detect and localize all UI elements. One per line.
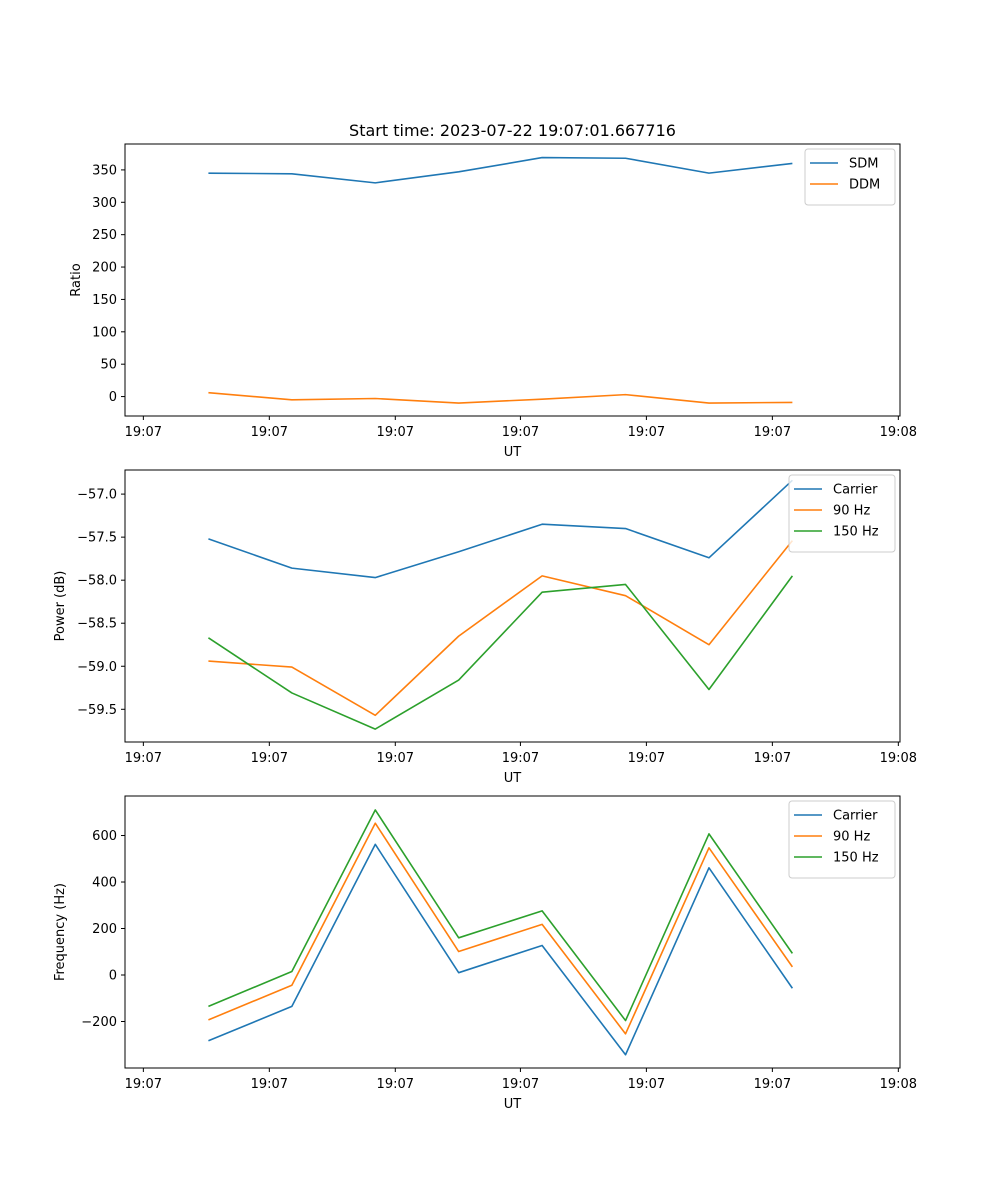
legend-entry-label: Carrier <box>833 809 878 824</box>
x-tick-label: 19:07 <box>628 751 665 766</box>
legend-entry-label: Carrier <box>833 483 878 498</box>
y-tick-label: 250 <box>92 228 117 243</box>
y-tick-label: −58.0 <box>77 574 117 589</box>
plot-frame <box>124 795 901 1069</box>
x-tick-label: 19:07 <box>377 1077 414 1092</box>
y-tick-label: 0 <box>109 390 117 405</box>
x-tick-label: 19:07 <box>125 1077 162 1092</box>
x-tick-label: 19:07 <box>502 425 539 440</box>
legend-entry-label: 150 Hz <box>833 525 879 540</box>
x-tick-label: 19:07 <box>251 425 288 440</box>
x-tick-label: 19:07 <box>502 751 539 766</box>
y-tick-label: 200 <box>92 261 117 276</box>
series-line-sdm <box>208 156 793 184</box>
x-tick-label: 19:07 <box>251 751 288 766</box>
y-tick-label: 350 <box>92 163 117 178</box>
y-tick-label: 400 <box>92 876 117 891</box>
plot-frame <box>124 469 901 743</box>
legend-entry-label: 90 Hz <box>833 830 870 845</box>
y-tick-label: 150 <box>92 293 117 308</box>
series-line-carrier <box>208 843 794 1056</box>
legend-entry-label: 90 Hz <box>833 504 870 519</box>
y-tick-label: 300 <box>92 196 117 211</box>
y-tick-label: 100 <box>92 325 117 340</box>
y-tick-label: 50 <box>100 358 117 373</box>
y-axis-label: Frequency (Hz) <box>53 883 68 981</box>
x-tick-label: 19:07 <box>502 1077 539 1092</box>
series-line-90-hz <box>208 540 794 717</box>
x-axis-label: UT <box>504 445 522 460</box>
legend-entry-label: SDM <box>849 157 878 172</box>
x-tick-label: 19:07 <box>125 751 162 766</box>
series-line-150-hz <box>208 809 794 1022</box>
legend-box <box>788 474 896 553</box>
series-line-90-hz <box>208 822 794 1035</box>
x-tick-label: 19:08 <box>880 425 917 440</box>
legend-entry-label: 150 Hz <box>833 851 879 866</box>
subplot-3: 19:07 19:07 19:07 19:07 19:07 19:07 19:08 −200 0… <box>53 795 917 1112</box>
x-tick-label: 19:07 <box>628 425 665 440</box>
y-tick-label: 600 <box>92 829 117 844</box>
x-tick-label: 19:07 <box>628 1077 665 1092</box>
x-tick-label: 19:07 <box>125 425 162 440</box>
legend-box <box>788 800 896 879</box>
chart-title: Start time: 2023-07-22 19:07:01.667716 <box>349 121 676 140</box>
legend-entry-label: DDM <box>849 178 880 193</box>
y-tick-label: −57.0 <box>77 488 117 503</box>
x-tick-label: 19:08 <box>880 1077 917 1092</box>
x-axis-label: UT <box>504 771 522 786</box>
legend: SDM DDM <box>804 148 896 206</box>
x-tick-label: 19:07 <box>754 425 791 440</box>
series-line-carrier <box>208 479 793 579</box>
x-tick-label: 19:07 <box>754 751 791 766</box>
y-tick-label: 200 <box>92 922 117 937</box>
x-tick-label: 19:07 <box>377 751 414 766</box>
y-tick-label: −57.5 <box>77 531 117 546</box>
x-tick-label: 19:07 <box>754 1077 791 1092</box>
legend: Carrier 90 Hz 150 Hz <box>788 474 896 553</box>
subplot-2: 19:07 19:07 19:07 19:07 19:07 19:07 19:08 −59.5… <box>53 469 917 786</box>
series-line-150-hz <box>207 575 794 730</box>
y-tick-label: −58.5 <box>77 617 117 632</box>
x-tick-label: 19:08 <box>880 751 917 766</box>
y-axis-label: Power (dB) <box>53 571 68 642</box>
y-tick-label: −59.0 <box>77 660 117 675</box>
y-axis-label: Ratio <box>69 263 84 296</box>
x-tick-label: 19:07 <box>251 1077 288 1092</box>
y-tick-label: −200 <box>81 1015 117 1030</box>
y-tick-label: 0 <box>109 969 117 984</box>
legend: Carrier 90 Hz 150 Hz <box>788 800 896 879</box>
x-tick-label: 19:07 <box>377 425 414 440</box>
subplot-1: 19:07 19:07 19:07 19:07 19:07 19:07 19:08 0 50 10… <box>69 121 917 460</box>
series-line-ddm <box>208 391 793 404</box>
plot-frame <box>124 143 901 417</box>
y-tick-label: −59.5 <box>77 703 117 718</box>
x-axis-label: UT <box>504 1097 522 1112</box>
